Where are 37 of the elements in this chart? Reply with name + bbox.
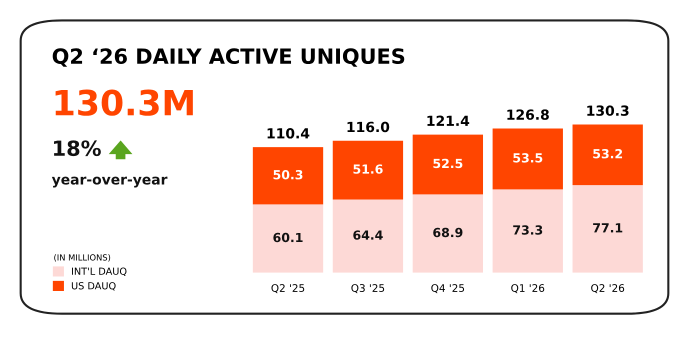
data-label: 52.5: [433, 158, 462, 168]
bar: [252, 204, 324, 273]
total-label: 110.4: [268, 128, 310, 139]
bar: [572, 185, 643, 273]
bar: [412, 194, 484, 273]
x-tick-label: Q2 '26: [591, 284, 624, 294]
legend-label: INT'L DAUQ: [72, 268, 126, 276]
total-label: 126.8: [507, 109, 549, 120]
data-label: 73.3: [513, 225, 542, 235]
bar: [492, 128, 563, 190]
total-label: 116.0: [348, 122, 390, 132]
data-label: 77.1: [593, 223, 622, 232]
text: year-over-year: [52, 176, 168, 188]
data-label: 53.2: [593, 148, 622, 158]
data-label: 60.1: [273, 232, 303, 242]
bar: [572, 124, 643, 186]
data-label: 50.3: [274, 170, 302, 180]
x-tick-label: Q4 '25: [431, 284, 464, 294]
bar: [412, 134, 484, 194]
data-label: 53.5: [513, 153, 542, 163]
data-label: 68.9: [433, 228, 462, 238]
legend-title: (IN MILLIONS): [54, 254, 110, 262]
data-label: 64.4: [353, 230, 383, 240]
data-label: 51.6: [353, 164, 383, 174]
bar: [332, 200, 404, 273]
total-label: 121.4: [427, 116, 470, 126]
bar: [252, 147, 324, 204]
total-label: 130.3: [587, 105, 629, 116]
bar: [332, 140, 404, 200]
chart-title: Q2 ‘26 DAILY ACTIVE UNIQUES: [52, 48, 404, 67]
legend-label: US DAUQ: [72, 282, 116, 291]
x-tick-label: Q1 '26: [511, 284, 544, 294]
text: 130.3M: [56, 90, 193, 116]
x-tick-label: Q2 '25: [271, 284, 304, 294]
x-tick-label: Q3 '25: [351, 284, 384, 294]
text: 18%: [54, 140, 101, 156]
bar: [492, 189, 563, 273]
